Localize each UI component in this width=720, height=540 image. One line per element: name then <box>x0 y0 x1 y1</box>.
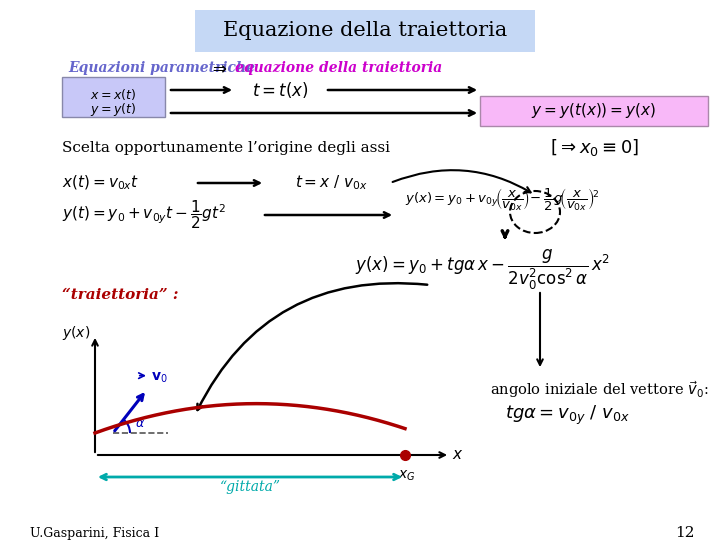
Text: $tg\alpha = v_{0y}\ /\ v_{0x}$: $tg\alpha = v_{0y}\ /\ v_{0x}$ <box>505 403 630 427</box>
Text: $\alpha$: $\alpha$ <box>135 417 145 430</box>
Text: $t = t(x)$: $t = t(x)$ <box>251 80 308 100</box>
Text: “traiettoria” :: “traiettoria” : <box>62 288 179 302</box>
FancyBboxPatch shape <box>195 10 535 52</box>
Text: Equazione della traiettoria: Equazione della traiettoria <box>223 21 507 39</box>
Text: $y(x) = y_0 + v_{0y}\!\left(\dfrac{x}{v_{0x}}\right)\!-\dfrac{1}{2}g\!\left(\dfr: $y(x) = y_0 + v_{0y}\!\left(\dfrac{x}{v_… <box>405 187 599 213</box>
Text: $\Rightarrow$: $\Rightarrow$ <box>209 59 228 77</box>
Text: $y(x) = y_0 + tg\alpha\, x - \dfrac{g}{2v_0^2\cos^2\alpha}\,x^2$: $y(x) = y_0 + tg\alpha\, x - \dfrac{g}{2… <box>355 248 610 292</box>
Text: $x(t) = v_{0x}t$: $x(t) = v_{0x}t$ <box>62 174 139 192</box>
Text: $y(t) = y_0 + v_{0y}t - \dfrac{1}{2}gt^2$: $y(t) = y_0 + v_{0y}t - \dfrac{1}{2}gt^2… <box>62 199 226 231</box>
Text: $[\Rightarrow x_0 \equiv 0]$: $[\Rightarrow x_0 \equiv 0]$ <box>550 138 639 159</box>
Text: “gittata”: “gittata” <box>220 480 281 494</box>
Text: $x = x(t)$: $x = x(t)$ <box>90 87 136 103</box>
Text: angolo iniziale del vettore $\vec{v}_0$:: angolo iniziale del vettore $\vec{v}_0$: <box>490 380 708 401</box>
Text: $\mathbf{v}_0$: $\mathbf{v}_0$ <box>151 370 168 384</box>
Text: U.Gasparini, Fisica I: U.Gasparini, Fisica I <box>30 526 159 539</box>
Text: Scelta opportunamente l’origine degli assi: Scelta opportunamente l’origine degli as… <box>62 141 390 155</box>
Text: equazione della traiettoria: equazione della traiettoria <box>235 61 442 75</box>
Text: $x$: $x$ <box>452 448 464 462</box>
FancyBboxPatch shape <box>62 77 165 117</box>
Text: $y = y(t(x)) = y(x)$: $y = y(t(x)) = y(x)$ <box>531 102 657 120</box>
Text: $t = x\ /\ v_{0x}$: $t = x\ /\ v_{0x}$ <box>295 174 368 192</box>
FancyBboxPatch shape <box>480 96 708 126</box>
Text: 12: 12 <box>675 526 695 540</box>
Text: $y = y(t)$: $y = y(t)$ <box>90 102 136 118</box>
Text: Equazioni parametriche: Equazioni parametriche <box>68 61 255 75</box>
Text: $x_G$: $x_G$ <box>398 469 416 483</box>
Text: $y(x)$: $y(x)$ <box>62 324 90 342</box>
